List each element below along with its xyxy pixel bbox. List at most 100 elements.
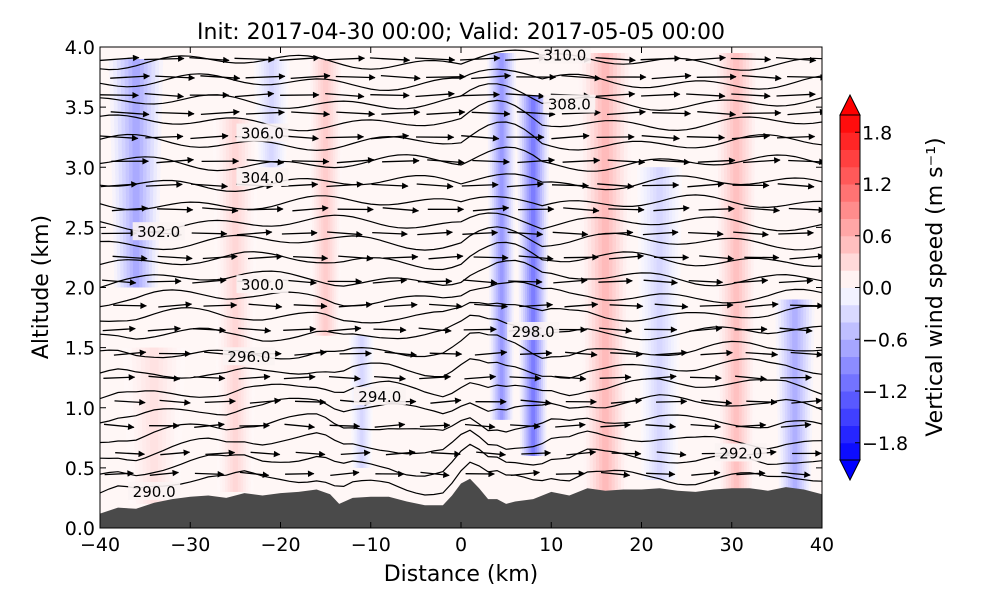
wind-vector-arrow — [733, 231, 769, 238]
wind-vector-arrow — [238, 373, 271, 381]
wind-vector-arrow — [417, 278, 453, 285]
contour-label-bg — [714, 443, 767, 462]
wind-vector-arrow — [563, 254, 599, 261]
wind-vector-arrow — [419, 373, 452, 381]
wind-vector-arrow — [145, 133, 184, 140]
wind-vector-arrow — [700, 349, 733, 357]
colorbar-segment — [840, 373, 860, 392]
wind-vector-arrow — [688, 230, 724, 238]
wind-vector-arrow — [476, 451, 507, 458]
wind-vector-arrow — [598, 277, 633, 285]
wind-vector-arrow — [509, 374, 542, 382]
wind-vector-arrow — [473, 254, 509, 261]
isentrope-line — [100, 49, 822, 71]
isentrope-line — [100, 281, 822, 308]
wind-vector-arrow — [370, 92, 410, 99]
contour-label: 294.0 — [358, 388, 401, 406]
terrain — [100, 478, 822, 528]
wind-vector-arrow — [115, 450, 146, 458]
wind-vector-arrow — [339, 350, 372, 357]
wind-vector-arrow — [788, 206, 822, 214]
wind-vector-arrow — [733, 277, 769, 284]
x-tick-label: 20 — [629, 534, 653, 556]
wind-vector-arrow — [373, 326, 407, 334]
colorbar-tick-label: 1.8 — [862, 122, 892, 144]
wind-vector-arrow — [551, 182, 590, 189]
wind-vector-arrow — [250, 450, 281, 458]
contour-label: 292.0 — [719, 444, 762, 462]
wind-vector-arrow — [697, 110, 737, 118]
wind-vector-arrow — [426, 109, 466, 116]
wind-vector-arrow — [776, 91, 816, 98]
colorbar-segment — [840, 166, 860, 185]
wind-vector-arrow — [284, 423, 316, 430]
wind-vector-arrow — [283, 373, 316, 381]
contour-label: 304.0 — [241, 169, 284, 187]
wind-vector-arrow — [324, 55, 366, 62]
wind-vector-arrow — [790, 351, 822, 358]
wind-vector-arrow — [338, 255, 374, 262]
colorbar-segment — [840, 201, 860, 219]
wind-vector-arrow — [236, 229, 273, 236]
wind-vector-arrow — [505, 54, 546, 62]
wind-vector-arrow — [293, 302, 328, 310]
isentrope-line — [100, 378, 822, 400]
wind-vector-arrow — [731, 92, 771, 100]
wind-vector-arrow — [157, 206, 194, 213]
wind-vector-arrow — [383, 301, 418, 309]
isentrope-line — [100, 429, 822, 462]
colorbar-segment — [840, 356, 860, 375]
wind-vector-arrow — [610, 397, 643, 405]
wind-vector-arrow — [191, 230, 228, 237]
wind-vector-arrow — [102, 279, 137, 286]
wind-vector-arrow — [607, 158, 646, 166]
wind-vector-arrow — [203, 301, 238, 309]
wind-vector-arrow — [429, 302, 463, 310]
vertical-wind-band — [499, 53, 504, 420]
contour-label: 296.0 — [227, 348, 270, 366]
wind-vector-arrow — [645, 423, 677, 430]
wind-vector-arrow — [655, 398, 688, 405]
wind-vector-arrow — [338, 301, 373, 308]
wind-vector-arrow — [415, 90, 455, 98]
wind-vector-arrow — [519, 349, 553, 357]
wind-vector-arrow — [329, 422, 361, 430]
wind-vector-arrow — [689, 325, 723, 332]
contour-label-bg — [236, 123, 289, 142]
contour-label: 308.0 — [548, 96, 591, 114]
wind-vector-arrow — [600, 421, 631, 429]
colorbar-tick-label: 0.0 — [862, 278, 892, 300]
wind-vector-arrow — [430, 397, 462, 405]
wind-vector-arrow — [234, 90, 275, 98]
wind-vector-arrow — [517, 157, 556, 164]
wind-vector-arrow — [428, 253, 464, 260]
contour-label-bg — [128, 481, 181, 500]
wind-vector-arrow — [418, 327, 452, 334]
wind-vector-arrow — [460, 91, 500, 98]
wind-vector-arrow — [234, 56, 275, 63]
wind-vector-arrow — [249, 397, 282, 405]
wind-vector-arrow — [239, 422, 270, 429]
wind-vector-arrow — [369, 56, 411, 64]
wind-vector-arrow — [742, 109, 782, 117]
wind-vector-arrow — [462, 229, 499, 237]
wind-vector-arrow — [156, 156, 195, 164]
wind-vector-arrow — [608, 206, 645, 213]
wind-vector-arrow — [653, 205, 690, 212]
wind-vector-arrow — [204, 398, 236, 405]
wind-vector-arrow — [687, 181, 725, 188]
wind-vector-arrow — [113, 349, 147, 356]
wind-vector-arrow — [382, 207, 420, 214]
wind-vector-arrow — [787, 74, 822, 81]
wind-vector-arrow — [326, 181, 364, 188]
wind-vector-arrow — [460, 55, 501, 62]
colorbar-segment — [840, 339, 860, 357]
wind-vector-arrow — [100, 92, 139, 99]
wind-vector-arrow — [149, 469, 180, 477]
contour-label: 310.0 — [543, 46, 586, 64]
wind-vector-arrow — [744, 301, 779, 308]
wind-vector-arrow — [643, 279, 678, 286]
isentrope-line — [100, 331, 822, 360]
wind-vector-arrow — [248, 303, 283, 310]
wind-vector-arrow — [111, 205, 149, 212]
